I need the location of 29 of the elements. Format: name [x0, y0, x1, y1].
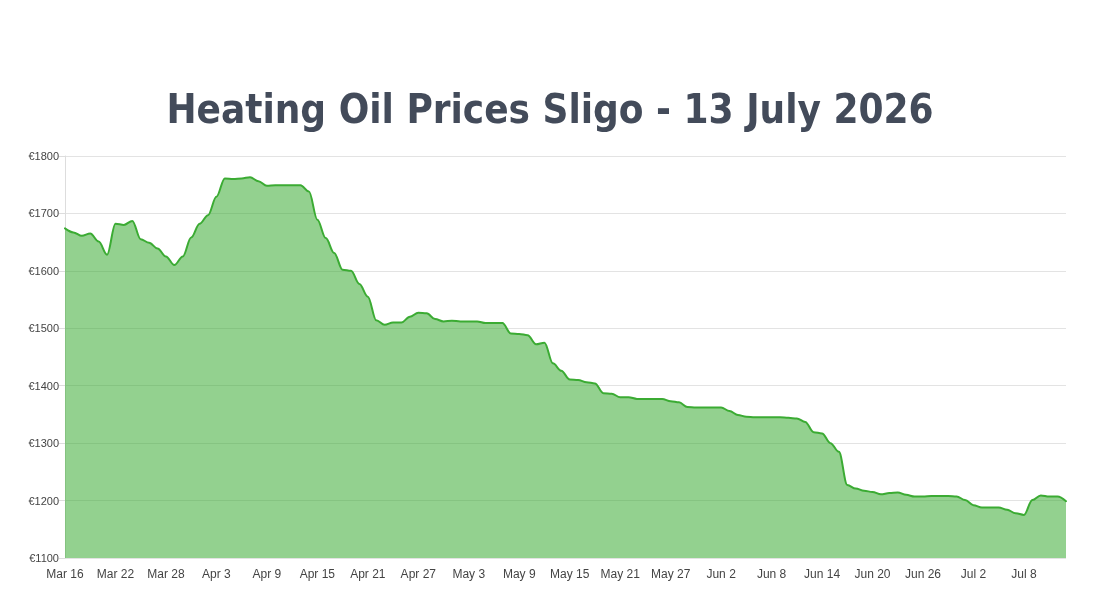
- x-tick-label: Apr 15: [299, 567, 336, 581]
- x-tick-label: Jun 26: [904, 567, 942, 581]
- x-tick-label: Apr 27: [400, 567, 437, 581]
- x-tick-label: Jun 14: [804, 567, 841, 581]
- y-tick-label: €1400: [28, 379, 59, 392]
- x-tick-label: Jul 2: [960, 567, 987, 581]
- y-tick-label: €1100: [29, 552, 59, 564]
- x-tick-label: Jun 8: [756, 567, 787, 581]
- x-tick-label: May 15: [550, 567, 590, 581]
- x-tick-label: May 27: [650, 567, 691, 581]
- x-tick-label: Jul 8: [1011, 567, 1037, 581]
- y-tick-label: €1500: [28, 322, 59, 335]
- chart-title: Heating Oil Prices Sligo - 13 July 2026: [166, 86, 934, 132]
- y-tick-label: €1600: [28, 264, 59, 277]
- x-tick-label: Apr 9: [252, 567, 282, 581]
- x-tick-label: Mar 22: [96, 567, 135, 581]
- y-tick-label: €1200: [28, 494, 59, 507]
- x-tick-label: Mar 28: [147, 567, 185, 581]
- y-tick-label: €1300: [28, 437, 59, 450]
- x-tick-label: Apr 3: [202, 567, 232, 581]
- x-tick-label: Mar 16: [46, 567, 84, 581]
- x-tick-label: May 21: [600, 567, 641, 581]
- x-tick-label: Apr 21: [350, 567, 386, 581]
- y-tick-label: €1700: [28, 207, 59, 220]
- y-tick-label: €1800: [28, 150, 59, 162]
- x-tick-label: Jun 2: [706, 567, 737, 581]
- x-tick-label: May 9: [502, 567, 536, 581]
- x-tick-label: May 3: [452, 567, 486, 581]
- x-tick-label: Jun 20: [854, 567, 891, 581]
